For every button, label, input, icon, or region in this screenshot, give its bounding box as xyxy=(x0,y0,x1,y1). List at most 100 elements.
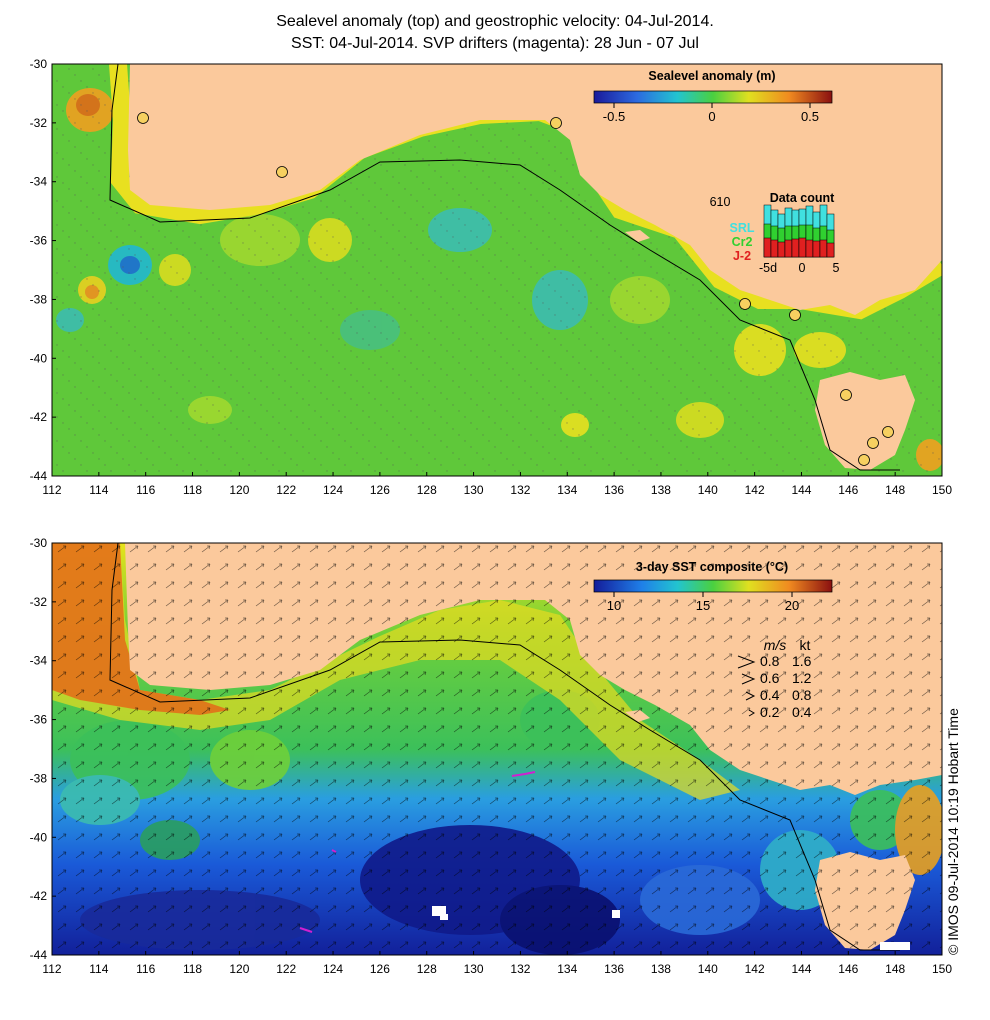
sst-tick-high: 20 xyxy=(785,598,799,613)
sst-lat-label: -42 xyxy=(30,889,48,903)
sla-shelf-contour xyxy=(109,64,900,471)
sst-lat-label: -44 xyxy=(30,948,48,962)
sla-colorbar: Sealevel anomaly (m) -0.5 0 0.5 xyxy=(593,69,833,124)
sla-land-tasmania xyxy=(815,372,915,470)
sla-lon-label: 144 xyxy=(791,483,811,497)
sst-lon-label: 118 xyxy=(183,962,202,976)
sla-lat-label: -44 xyxy=(30,469,48,483)
sla-lon-label: 114 xyxy=(89,483,108,497)
sla-lat-label: -32 xyxy=(30,116,48,130)
sst-lon-label: 128 xyxy=(417,962,437,976)
sla-land-eyre xyxy=(620,140,660,200)
velocity-vectors xyxy=(52,543,942,955)
sla-lon-label: 148 xyxy=(885,483,905,497)
sla-lon-label: 124 xyxy=(323,483,343,497)
sla-lat-label: -36 xyxy=(30,234,48,248)
speed-header-kt: kt xyxy=(800,637,811,653)
speed-row-3-ms: 0.4 xyxy=(760,687,780,703)
sst-no-data-patches xyxy=(432,906,910,950)
sla-lon-label: 146 xyxy=(838,483,858,497)
sla-panel xyxy=(52,64,942,476)
arrow-0-8-icon xyxy=(737,655,756,669)
sst-lon-label: 150 xyxy=(932,962,952,976)
sla-lon-label: 142 xyxy=(745,483,765,497)
speed-row-3-kt: 0.8 xyxy=(792,687,812,703)
sla-lon-label: 138 xyxy=(651,483,671,497)
count-tick-plus5: 5 xyxy=(833,261,840,275)
sst-lon-label: 138 xyxy=(651,962,671,976)
sst-lon-label: 112 xyxy=(42,962,61,976)
speed-row-4-ms: 0.2 xyxy=(760,704,780,720)
sst-lat-label: -38 xyxy=(30,771,48,785)
series-cr2: Cr2 xyxy=(732,235,753,249)
sst-lon-label: 114 xyxy=(89,962,108,976)
series-j2: J-2 xyxy=(733,249,751,263)
tide-gauge-markers xyxy=(137,112,894,466)
sst-lon-label: 140 xyxy=(698,962,718,976)
speed-legend: m/s kt 0.8 1.6 0.6 1.2 0.4 0.8 0.2 0.4 xyxy=(737,637,812,720)
speed-row-2-ms: 0.6 xyxy=(760,670,780,686)
sst-lon-label: 126 xyxy=(370,962,390,976)
sst-lon-label: 116 xyxy=(136,962,155,976)
sla-tick-high: 0.5 xyxy=(801,109,819,124)
sst-lon-label: 132 xyxy=(510,962,530,976)
sst-lon-label: 130 xyxy=(464,962,484,976)
sla-lon-label: 126 xyxy=(370,483,390,497)
sst-colorbar-title: 3-day SST composite (°C) xyxy=(636,560,788,574)
map-title-line1: Sealevel anomaly (top) and geostrophic v… xyxy=(276,13,714,30)
sla-lon-label: 112 xyxy=(42,483,61,497)
sst-lat-label: -30 xyxy=(30,536,48,550)
sla-lat-label: -40 xyxy=(30,351,48,365)
sst-lon-label: 124 xyxy=(323,962,343,976)
sla-lat-label: -34 xyxy=(30,175,48,189)
sst-lon-label: 122 xyxy=(276,962,296,976)
data-count-bars xyxy=(763,204,835,258)
sst-lat-label: -40 xyxy=(30,830,48,844)
sst-lat-label: -34 xyxy=(30,654,48,668)
sst-lon-label: 146 xyxy=(838,962,858,976)
speed-row-4-kt: 0.4 xyxy=(792,704,812,720)
sla-lon-label: 150 xyxy=(932,483,952,497)
speed-row-1-ms: 0.8 xyxy=(760,653,780,669)
sla-lat-label: -38 xyxy=(30,292,48,306)
sst-panel xyxy=(52,543,942,955)
sst-colorbar: 3-day SST composite (°C) 10 15 20 xyxy=(593,560,833,613)
sla-lon-label: 122 xyxy=(276,483,296,497)
sla-lon-label: 130 xyxy=(464,483,484,497)
sst-lon-label: 120 xyxy=(229,962,249,976)
arrow-0-6-icon xyxy=(741,673,756,685)
sla-colorbar-title: Sealevel anomaly (m) xyxy=(648,69,775,83)
sst-lon-label: 142 xyxy=(745,962,765,976)
svp-drifter-tracks xyxy=(299,771,536,933)
sla-lon-label: 120 xyxy=(229,483,249,497)
sst-lat-label: -32 xyxy=(30,595,48,609)
sla-land-mainland xyxy=(52,64,942,315)
sla-lat-label: -42 xyxy=(30,410,48,424)
data-count-inset: 610 Data count SRL Cr2 J-2 -5d 0 5 xyxy=(710,191,840,275)
arrow-0-2-icon xyxy=(748,709,755,717)
sst-lat-label: -36 xyxy=(30,713,48,727)
sla-lon-label: 136 xyxy=(604,483,624,497)
sla-land-kangaroo-island xyxy=(625,230,650,242)
sst-tick-mid: 15 xyxy=(696,598,710,613)
sla-lat-label: -30 xyxy=(30,57,48,71)
count-tick-zero: 0 xyxy=(799,261,806,275)
speed-row-1-kt: 1.6 xyxy=(792,653,812,669)
imos-credit: © IMOS 09-Jul-2014 10:19 Hobart Time xyxy=(945,708,961,955)
sst-tick-low: 10 xyxy=(607,598,621,613)
count-tick-minus5: -5d xyxy=(759,261,777,275)
sst-lon-label: 144 xyxy=(791,962,811,976)
sla-lon-label: 140 xyxy=(698,483,718,497)
sst-lon-label: 148 xyxy=(885,962,905,976)
data-count-max: 610 xyxy=(710,195,731,209)
speed-row-2-kt: 1.2 xyxy=(792,670,812,686)
sla-tick-mid: 0 xyxy=(708,109,715,124)
map-title-line2: SST: 04-Jul-2014. SVP drifters (magenta)… xyxy=(291,35,699,52)
data-count-title: Data count xyxy=(770,191,835,205)
sla-lon-label: 134 xyxy=(557,483,577,497)
sla-tick-low: -0.5 xyxy=(603,109,625,124)
series-srl: SRL xyxy=(730,221,755,235)
sst-lon-label: 136 xyxy=(604,962,624,976)
sst-frame xyxy=(51,542,943,956)
